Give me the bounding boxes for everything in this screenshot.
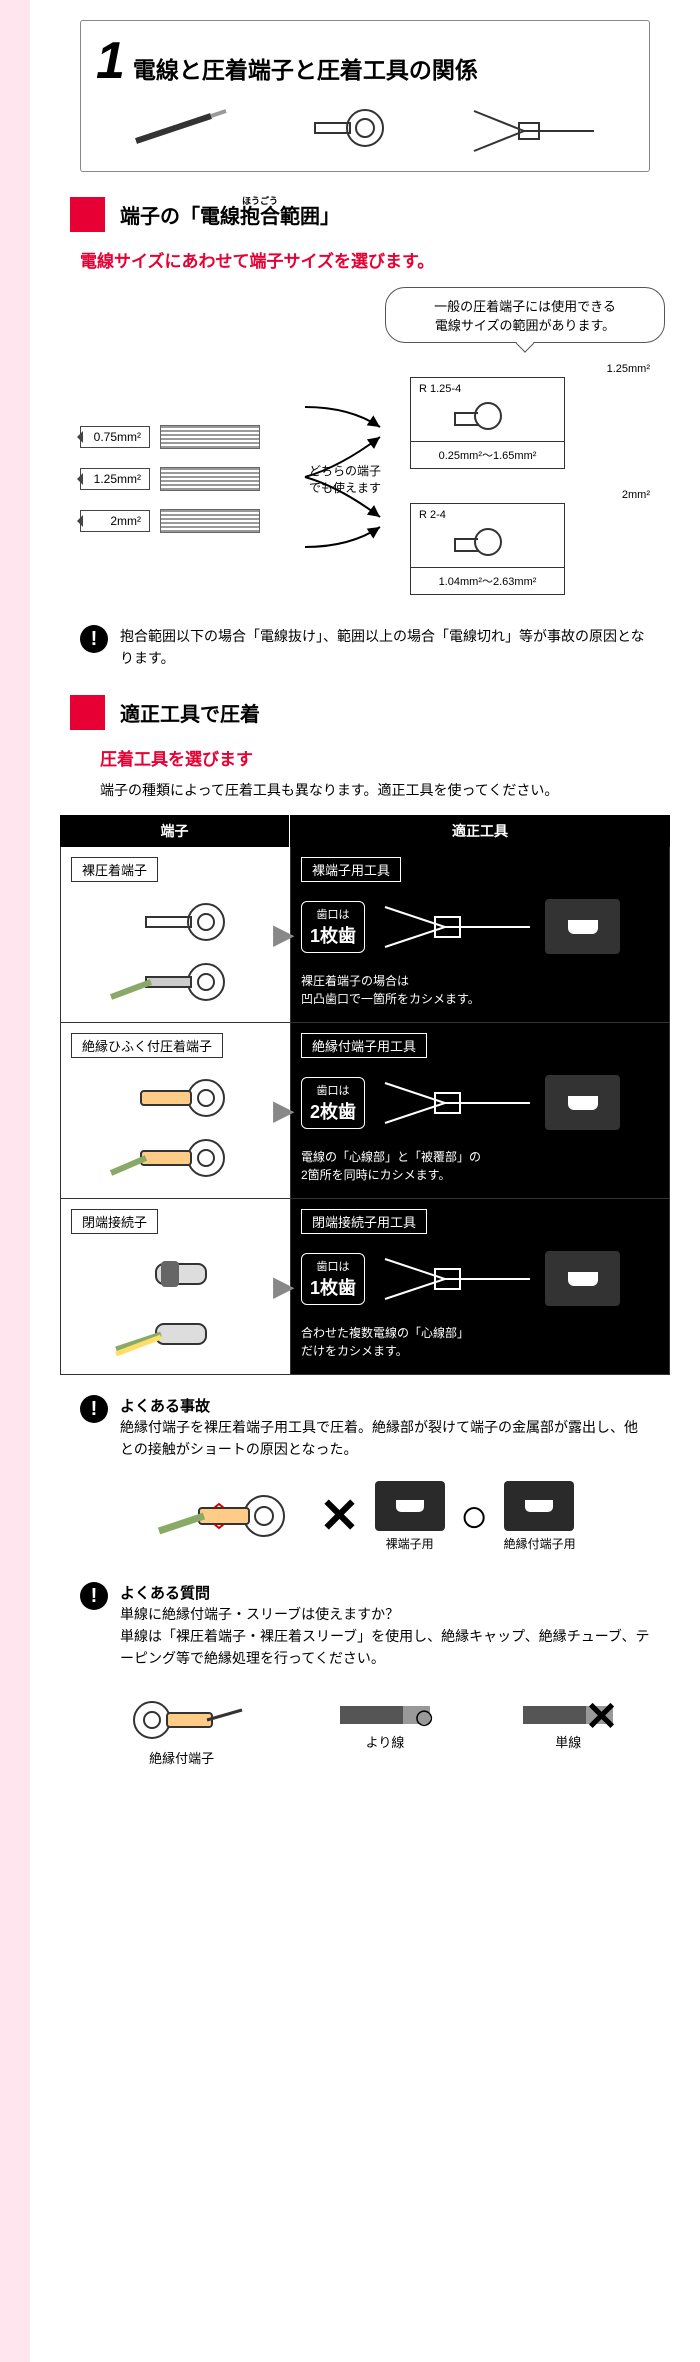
damaged-terminal-icon (154, 1486, 304, 1546)
closed-end-wire-icon (106, 1309, 246, 1359)
arrow-icon: ▶ (273, 918, 295, 951)
o-mark-icon: ○ (413, 1696, 435, 1738)
term1-size: 2mm² (410, 489, 650, 501)
ring-terminal-illustration (295, 101, 405, 156)
insulated-terminal-faq-icon (117, 1690, 247, 1745)
wire-size-1: 1.25mm² (80, 468, 150, 490)
row0-desc: 裸圧着端子の場合は 凹凸歯口で一箇所をカシメます。 (301, 972, 659, 1008)
die-icon (545, 899, 620, 954)
term0-range: 0.25mm²～1.65mm² (410, 442, 565, 469)
section2-subtitle: 端子の種類によって圧着工具も異なります。適正工具を使ってください。 (100, 780, 640, 800)
row2-term-label: 閉端接続子 (71, 1209, 158, 1234)
table-row: 裸圧着端子 ▶ 裸端子用工具 歯口は1枚歯 裸圧着端子の場合は 凹凸歯口で一箇所… (60, 847, 670, 1023)
section1-title: 端子の「ほうごう電線抱合範囲」 (120, 200, 340, 229)
tool-table: 端子 適正工具 裸圧着端子 ▶ 裸端子用工具 歯口は1枚歯 裸圧着端子の場合は (60, 815, 670, 1375)
faq-section: ! よくある質問 単線に絶縁付端子・スリーブは使えますか？ 単線は「裸圧着端子・… (80, 1582, 650, 1670)
o-mark-icon: ○ (460, 1489, 489, 1544)
th-terminal: 端子 (60, 815, 290, 847)
closed-end-icon (106, 1249, 246, 1299)
connector-note: どちらの端子 でも使えます (300, 462, 390, 496)
accident-illustration: ✕ 裸端子用 ○ 絶縁付端子用 (30, 1481, 700, 1552)
crimp-tool-icon (375, 1244, 535, 1314)
faq-answer: 単線は「裸圧着端子・裸圧着スリーブ」を使用し、絶縁キャップ、絶縁チューブ、テーピ… (120, 1625, 650, 1670)
row0-term-label: 裸圧着端子 (71, 857, 158, 882)
row1-term-label: 絶縁ひふく付圧着端子 (71, 1033, 223, 1058)
tooth-badge: 歯口は2枚歯 (301, 1077, 365, 1129)
insulated-die-icon (504, 1481, 574, 1531)
bare-die-icon (375, 1481, 445, 1531)
section1-lead: 電線サイズにあわせて端子サイズを選びます。 (80, 247, 650, 272)
tooth-badge: 歯口は1枚歯 (301, 1253, 365, 1305)
faq-question: 単線に絶縁付端子・スリーブは使えますか？ (120, 1603, 650, 1625)
x-mark-icon: ✕ (585, 1694, 619, 1740)
th-tool: 適正工具 (290, 815, 670, 847)
section2-header: 適正工具で圧着 (70, 695, 700, 730)
insulated-terminal-wire-icon (106, 1133, 246, 1183)
faq-illustration: 絶縁付端子 ○ より線 ✕ 単線 (70, 1690, 660, 1767)
crimp-tool-icon (375, 1068, 535, 1138)
warning-icon: ! (80, 1582, 108, 1610)
header-title: 電線と圧着端子と圧着工具の関係 (133, 51, 478, 85)
tooth-badge: 歯口は1枚歯 (301, 901, 365, 953)
row0-tool-label: 裸端子用工具 (301, 857, 401, 882)
term1-name: R 2-4 (419, 509, 556, 521)
header-panel: 1 電線と圧着端子と圧着工具の関係 (80, 20, 650, 172)
accident-section: ! よくある事故 絶縁付端子を裸圧着端子用工具で圧着。絶縁部が裂けて端子の金属部… (80, 1395, 650, 1461)
bare-terminal-wire-icon (106, 957, 246, 1007)
insulated-terminal-icon (106, 1073, 246, 1123)
bare-terminal-icon (106, 897, 246, 947)
term1-range: 1.04mm²～2.63mm² (410, 568, 565, 595)
die-icon (545, 1075, 620, 1130)
faq-title: よくある質問 (120, 1582, 650, 1603)
row1-desc: 電線の「心線部」と「被覆部」の 2箇所を同時にカシメます。 (301, 1148, 659, 1184)
faq-item0-label: 絶縁付端子 (117, 1748, 247, 1767)
section2-title: 適正工具で圧着 (120, 698, 260, 727)
section1-header: 端子の「ほうごう電線抱合範囲」 (70, 197, 700, 232)
table-row: 絶縁ひふく付圧着端子 ▶ 絶縁付端子用工具 歯口は2枚歯 電線の「心線部」と「被… (60, 1023, 670, 1199)
wire-terminal-diagram: 0.75mm² 1.25mm² 2mm² どちらの端子 でも使えます 1.25m… (80, 363, 650, 595)
die-icon (545, 1251, 620, 1306)
wire-illustration (126, 101, 236, 156)
accident-title: よくある事故 (120, 1395, 650, 1416)
wire-size-0: 0.75mm² (80, 426, 150, 448)
warning-icon: ! (80, 1395, 108, 1423)
info-balloon: 一般の圧着端子には使用できる 電線サイズの範囲があります。 (385, 287, 665, 343)
section2-lead: 圧着工具を選びます (100, 745, 650, 770)
crimp-tool-illustration (464, 101, 604, 156)
term0-name: R 1.25-4 (419, 383, 556, 395)
red-marker-icon (70, 197, 105, 232)
accident-text: 絶縁付端子を裸圧着端子用工具で圧着。絶縁部が裂けて端子の金属部が露出し、他との接… (120, 1416, 650, 1461)
row1-tool-label: 絶縁付端子用工具 (301, 1033, 427, 1058)
table-row: 閉端接続子 ▶ 閉端接続子用工具 歯口は1枚歯 合わせた複数電線の「心線部」 だ… (60, 1199, 670, 1375)
crimp-tool-icon (375, 892, 535, 962)
term0-size: 1.25mm² (410, 363, 650, 375)
warning-icon: ! (80, 625, 108, 653)
section1-warning: ! 抱合範囲以下の場合「電線抜け」、範囲以上の場合「電線切れ」等が事故の原因とな… (80, 625, 650, 670)
arrow-icon: ▶ (273, 1270, 295, 1303)
arrow-icon: ▶ (273, 1094, 295, 1127)
section-number: 1 (96, 31, 125, 91)
red-marker-icon (70, 695, 105, 730)
row2-desc: 合わせた複数電線の「心線部」 だけをカシメます。 (301, 1324, 659, 1360)
x-mark-icon: ✕ (319, 1488, 359, 1544)
row2-tool-label: 閉端接続子用工具 (301, 1209, 427, 1234)
wire-size-2: 2mm² (80, 510, 150, 532)
